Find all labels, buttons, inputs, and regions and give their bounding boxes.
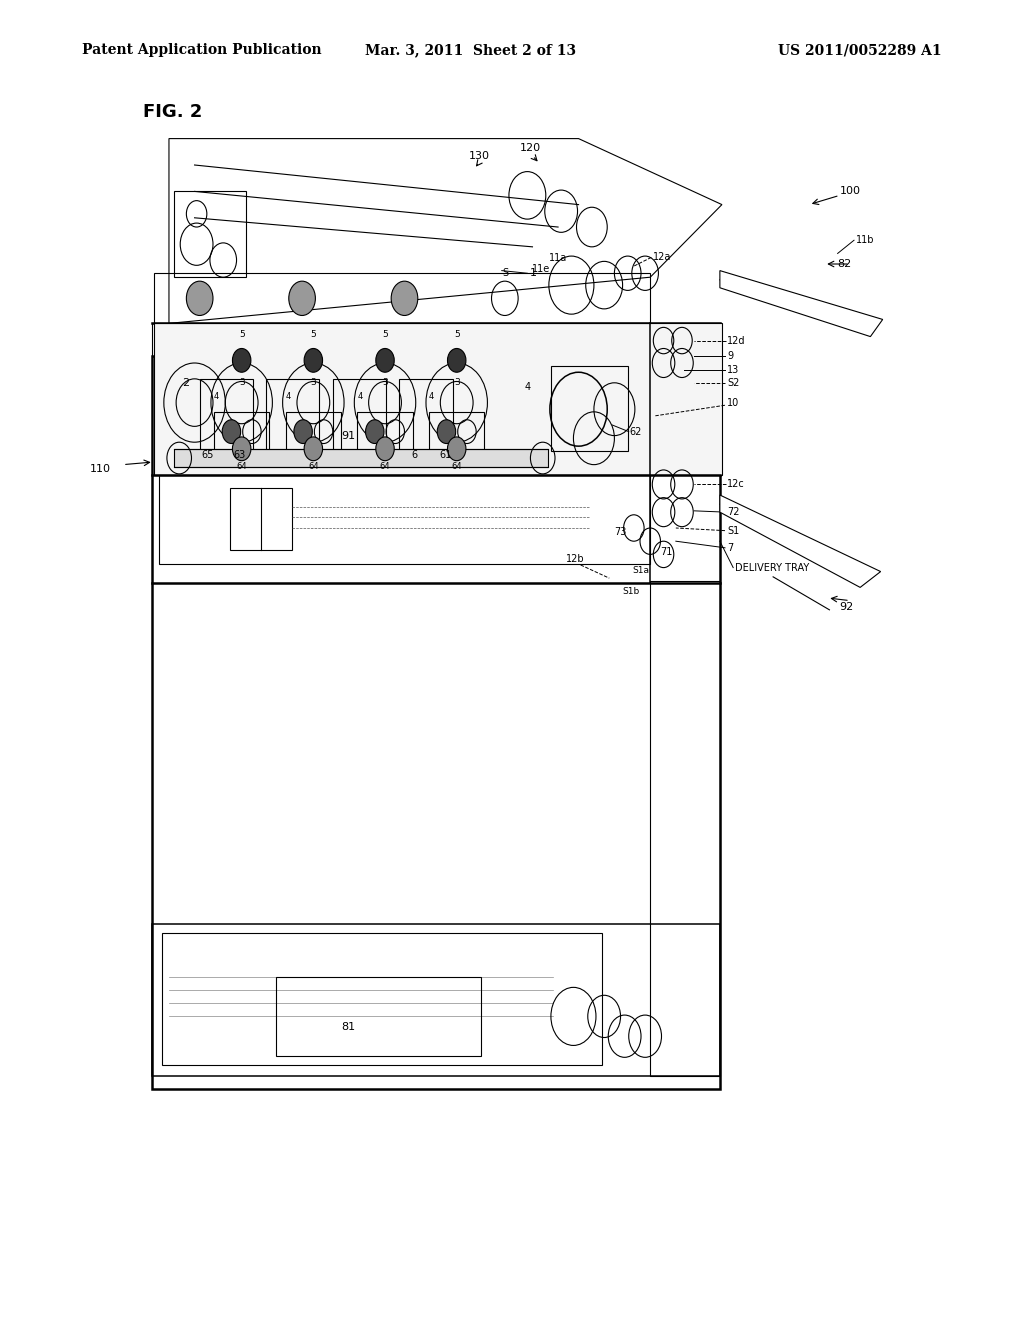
Polygon shape bbox=[720, 495, 881, 587]
Text: 71: 71 bbox=[660, 546, 673, 557]
Text: DELIVERY TRAY: DELIVERY TRAY bbox=[735, 562, 810, 573]
Text: 5: 5 bbox=[310, 330, 316, 339]
Circle shape bbox=[289, 281, 315, 315]
Bar bbox=[357, 412, 413, 451]
Bar bbox=[152, 924, 720, 1076]
Bar bbox=[276, 977, 481, 1056]
Text: S1: S1 bbox=[727, 525, 739, 536]
Text: 5: 5 bbox=[382, 330, 388, 339]
Text: 65: 65 bbox=[202, 450, 214, 461]
Text: 9: 9 bbox=[727, 351, 733, 362]
Text: FIG. 2: FIG. 2 bbox=[143, 103, 203, 121]
Text: S2: S2 bbox=[727, 378, 739, 388]
Bar bbox=[333, 379, 386, 465]
Polygon shape bbox=[169, 139, 722, 323]
Bar bbox=[286, 412, 341, 451]
Circle shape bbox=[304, 348, 323, 372]
Text: 10: 10 bbox=[727, 397, 739, 408]
Circle shape bbox=[186, 281, 213, 315]
Text: 61: 61 bbox=[439, 450, 452, 461]
Text: 3: 3 bbox=[239, 379, 245, 387]
Bar bbox=[429, 412, 484, 451]
Bar bbox=[200, 379, 253, 465]
Text: 11a: 11a bbox=[549, 253, 567, 264]
Text: 3: 3 bbox=[382, 379, 388, 387]
Circle shape bbox=[232, 348, 251, 372]
Bar bbox=[214, 412, 269, 451]
Bar bbox=[230, 488, 292, 550]
Text: 4: 4 bbox=[286, 392, 291, 400]
Text: 4: 4 bbox=[357, 392, 362, 400]
Bar bbox=[152, 356, 720, 1089]
Text: 5: 5 bbox=[239, 330, 245, 339]
Text: 3: 3 bbox=[310, 379, 316, 387]
Text: US 2011/0052289 A1: US 2011/0052289 A1 bbox=[778, 44, 942, 57]
Text: Mar. 3, 2011  Sheet 2 of 13: Mar. 3, 2011 Sheet 2 of 13 bbox=[366, 44, 577, 57]
Text: Patent Application Publication: Patent Application Publication bbox=[82, 44, 322, 57]
Bar bbox=[650, 581, 720, 1076]
Circle shape bbox=[294, 420, 312, 444]
Circle shape bbox=[376, 348, 394, 372]
Text: 64: 64 bbox=[452, 462, 462, 471]
Text: 64: 64 bbox=[380, 462, 390, 471]
Text: 11e: 11e bbox=[531, 264, 550, 275]
Bar bbox=[154, 273, 650, 323]
Circle shape bbox=[366, 420, 384, 444]
Text: 100: 100 bbox=[840, 186, 861, 197]
Text: 4: 4 bbox=[429, 392, 434, 400]
Text: 110: 110 bbox=[90, 463, 111, 474]
Text: 82: 82 bbox=[838, 259, 852, 269]
Text: 64: 64 bbox=[308, 462, 318, 471]
Text: 92: 92 bbox=[840, 602, 854, 612]
Circle shape bbox=[447, 437, 466, 461]
Text: 6: 6 bbox=[412, 450, 418, 461]
Text: 64: 64 bbox=[237, 462, 247, 471]
Text: 120: 120 bbox=[520, 143, 541, 153]
Text: 63: 63 bbox=[233, 450, 246, 461]
Bar bbox=[154, 323, 722, 475]
Text: 13: 13 bbox=[727, 364, 739, 375]
Text: 2: 2 bbox=[182, 378, 189, 388]
Text: 12a: 12a bbox=[653, 252, 672, 263]
Text: 12c: 12c bbox=[727, 479, 744, 490]
Circle shape bbox=[376, 437, 394, 461]
Circle shape bbox=[304, 437, 323, 461]
Text: 4: 4 bbox=[214, 392, 219, 400]
Text: 12d: 12d bbox=[727, 335, 745, 346]
Bar bbox=[162, 933, 602, 1065]
Text: 1: 1 bbox=[529, 268, 537, 279]
Bar bbox=[174, 449, 548, 467]
Polygon shape bbox=[720, 271, 883, 337]
Bar bbox=[551, 366, 628, 451]
Text: 11b: 11b bbox=[856, 235, 874, 246]
Circle shape bbox=[437, 420, 456, 444]
Text: 12b: 12b bbox=[566, 553, 585, 564]
Text: S1b: S1b bbox=[623, 587, 640, 595]
Circle shape bbox=[391, 281, 418, 315]
Text: 81: 81 bbox=[341, 1022, 355, 1032]
Bar bbox=[174, 191, 246, 277]
Text: 72: 72 bbox=[727, 507, 739, 517]
Text: 7: 7 bbox=[727, 543, 733, 553]
Text: 73: 73 bbox=[614, 527, 627, 537]
Circle shape bbox=[232, 437, 251, 461]
Text: 3: 3 bbox=[454, 379, 460, 387]
Text: 62: 62 bbox=[630, 426, 642, 437]
Text: S1a: S1a bbox=[633, 566, 650, 574]
Bar bbox=[159, 475, 650, 564]
Bar bbox=[152, 323, 720, 356]
Text: 91: 91 bbox=[341, 430, 355, 441]
Text: 5: 5 bbox=[454, 330, 460, 339]
Circle shape bbox=[222, 420, 241, 444]
Text: S: S bbox=[503, 268, 509, 279]
Text: 4: 4 bbox=[524, 381, 530, 392]
Bar bbox=[399, 379, 453, 465]
Bar bbox=[266, 379, 319, 465]
Text: 130: 130 bbox=[469, 150, 489, 161]
Circle shape bbox=[447, 348, 466, 372]
